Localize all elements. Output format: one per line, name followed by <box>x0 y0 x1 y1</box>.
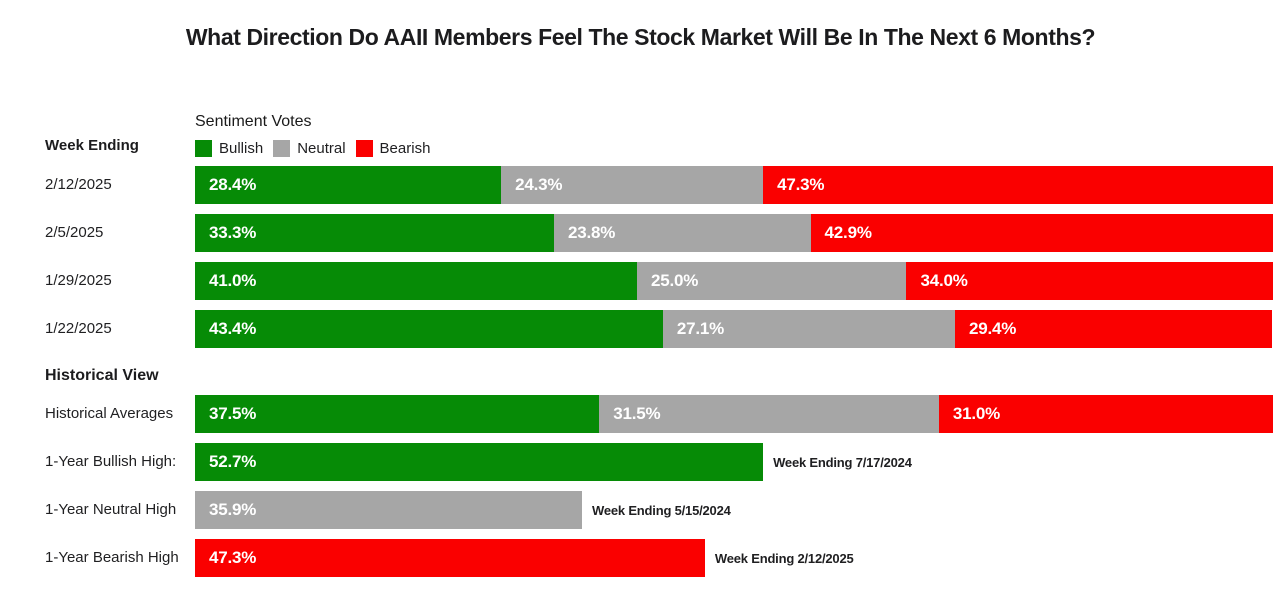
row-label: Historical Averages <box>45 405 174 422</box>
sentiment-row: 2/12/2025 28.4% 24.3% 47.3% <box>45 166 1273 204</box>
legend-item-label: Bullish <box>219 140 264 157</box>
bar-track: 47.3% Week Ending 2/12/2025 <box>195 539 1273 577</box>
row-label: 1/22/2025 <box>45 320 112 337</box>
row-label: 1-Year Neutral High <box>45 501 177 518</box>
legend: Sentiment Votes Bullish Neutral Bearish <box>195 112 1273 157</box>
neutral-segment: 31.5% <box>599 395 939 433</box>
bar-annotation: Week Ending 2/12/2025 <box>714 550 854 566</box>
row-label: 2/5/2025 <box>45 224 104 241</box>
legend-item-bearish: Bearish <box>355 140 431 157</box>
legend-items: Bullish Neutral Bearish <box>195 140 1273 157</box>
historical-rows: Historical Averages 37.5% 31.5% 31.0% 1-Year… <box>45 395 1273 577</box>
row-label: 1-Year Bullish High: <box>45 453 177 470</box>
sentiment-row: 2/5/2025 33.3% 23.8% 42.9% <box>45 214 1273 252</box>
bearish-segment: 31.0% <box>938 395 1273 433</box>
legend-title: Sentiment Votes <box>195 113 312 130</box>
chart-content: Week Ending Sentiment Votes Bullish Neut… <box>45 112 1273 577</box>
sentiment-row: 1/22/2025 43.4% 27.1% 29.4% <box>45 310 1273 348</box>
legend-item-neutral: Neutral <box>273 140 346 157</box>
bullish-segment: 37.5% <box>195 395 600 433</box>
bar-track: 52.7% Week Ending 7/17/2024 <box>195 443 1273 481</box>
neutral-segment: 25.0% <box>636 262 907 300</box>
row-label: 2/12/2025 <box>45 176 112 193</box>
bullish-segment: 28.4% <box>195 166 502 204</box>
bar-track: 43.4% 27.1% 29.4% <box>195 310 1273 348</box>
sentiment-row: 1-Year Bearish High 47.3% Week Ending 2/12… <box>45 539 1273 577</box>
bar-annotation: Week Ending 5/15/2024 <box>592 502 731 518</box>
bar-track: 41.0% 25.0% 34.0% <box>195 262 1273 300</box>
bar-track: 33.3% 23.8% 42.9% <box>195 214 1273 252</box>
neutral-segment: 24.3% <box>501 166 764 204</box>
neutral-swatch-icon <box>273 140 291 157</box>
bullish-segment: 33.3% <box>195 214 554 252</box>
sentiment-row: 1-Year Bullish High: 52.7% Week Ending 7/1… <box>45 443 1273 481</box>
bearish-segment: 34.0% <box>906 262 1273 300</box>
row-label: 1/29/2025 <box>45 272 112 289</box>
bullish-segment: 43.4% <box>195 310 663 348</box>
bullish-segment: 41.0% <box>195 262 637 300</box>
row-label: 1-Year Bearish High <box>45 549 179 566</box>
week-ending-header: Week Ending <box>45 137 139 154</box>
historical-view-header: Historical View <box>45 367 159 384</box>
sentiment-row: 1-Year Neutral High 35.9% Week Ending 5/15… <box>45 491 1273 529</box>
chart-title: What Direction Do AAII Members Feel The … <box>185 24 1096 50</box>
sentiment-row: Historical Averages 37.5% 31.5% 31.0% <box>45 395 1273 433</box>
bearish-swatch-icon <box>355 140 373 157</box>
bullish-segment: 52.7% <box>195 443 764 481</box>
legend-item-label: Neutral <box>297 140 346 157</box>
bearish-segment: 47.3% <box>195 539 705 577</box>
bar-annotation: Week Ending 7/17/2024 <box>773 454 912 470</box>
bar-track: 37.5% 31.5% 31.0% <box>195 395 1273 433</box>
bearish-segment: 29.4% <box>954 310 1272 348</box>
sentiment-row: 1/29/2025 41.0% 25.0% 34.0% <box>45 262 1273 300</box>
weekly-rows: 2/12/2025 28.4% 24.3% 47.3% 2/5/2025 33.3% 23.… <box>45 166 1273 348</box>
bearish-segment: 47.3% <box>763 166 1273 204</box>
bullish-swatch-icon <box>195 140 212 157</box>
bar-track: 35.9% Week Ending 5/15/2024 <box>195 491 1273 529</box>
bearish-segment: 42.9% <box>810 214 1273 252</box>
neutral-segment: 23.8% <box>553 214 811 252</box>
bar-track: 28.4% 24.3% 47.3% <box>195 166 1273 204</box>
legend-area: Week Ending Sentiment Votes Bullish Neut… <box>45 112 1273 157</box>
legend-item-bullish: Bullish <box>195 140 263 157</box>
legend-item-label: Bearish <box>379 140 431 157</box>
neutral-segment: 35.9% <box>195 491 582 529</box>
neutral-segment: 27.1% <box>662 310 955 348</box>
